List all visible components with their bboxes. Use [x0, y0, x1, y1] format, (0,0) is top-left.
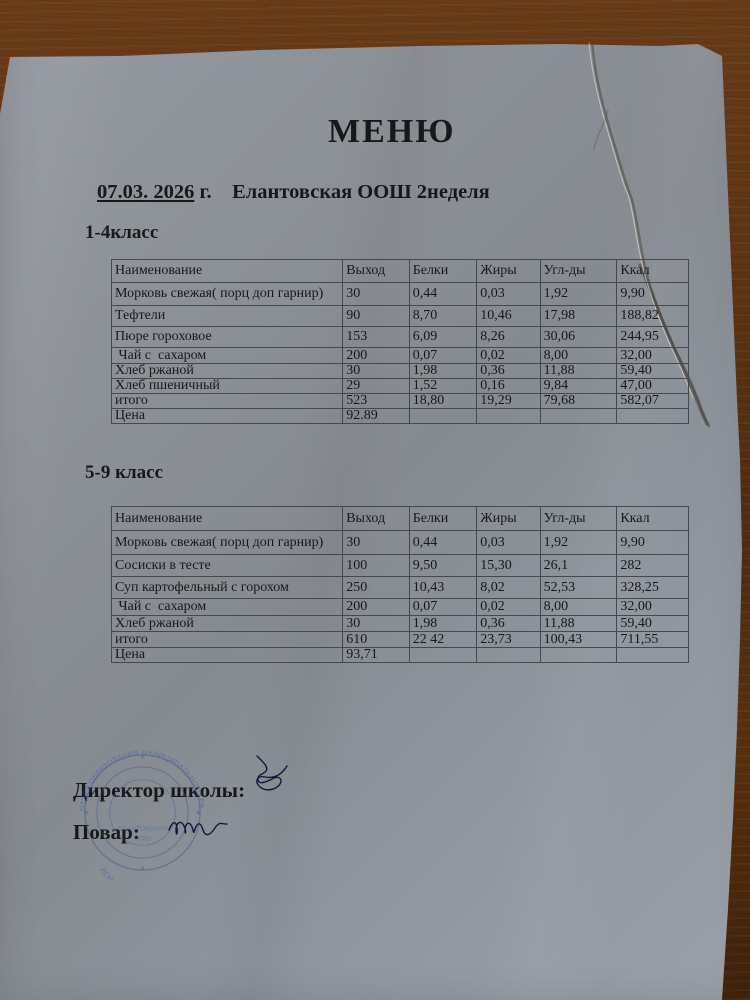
svg-text:ООШ: ООШ: [134, 835, 151, 842]
svg-text:ЕЛАНТОВСКАЯ: ЕЛАНТОВСКАЯ: [118, 825, 168, 832]
